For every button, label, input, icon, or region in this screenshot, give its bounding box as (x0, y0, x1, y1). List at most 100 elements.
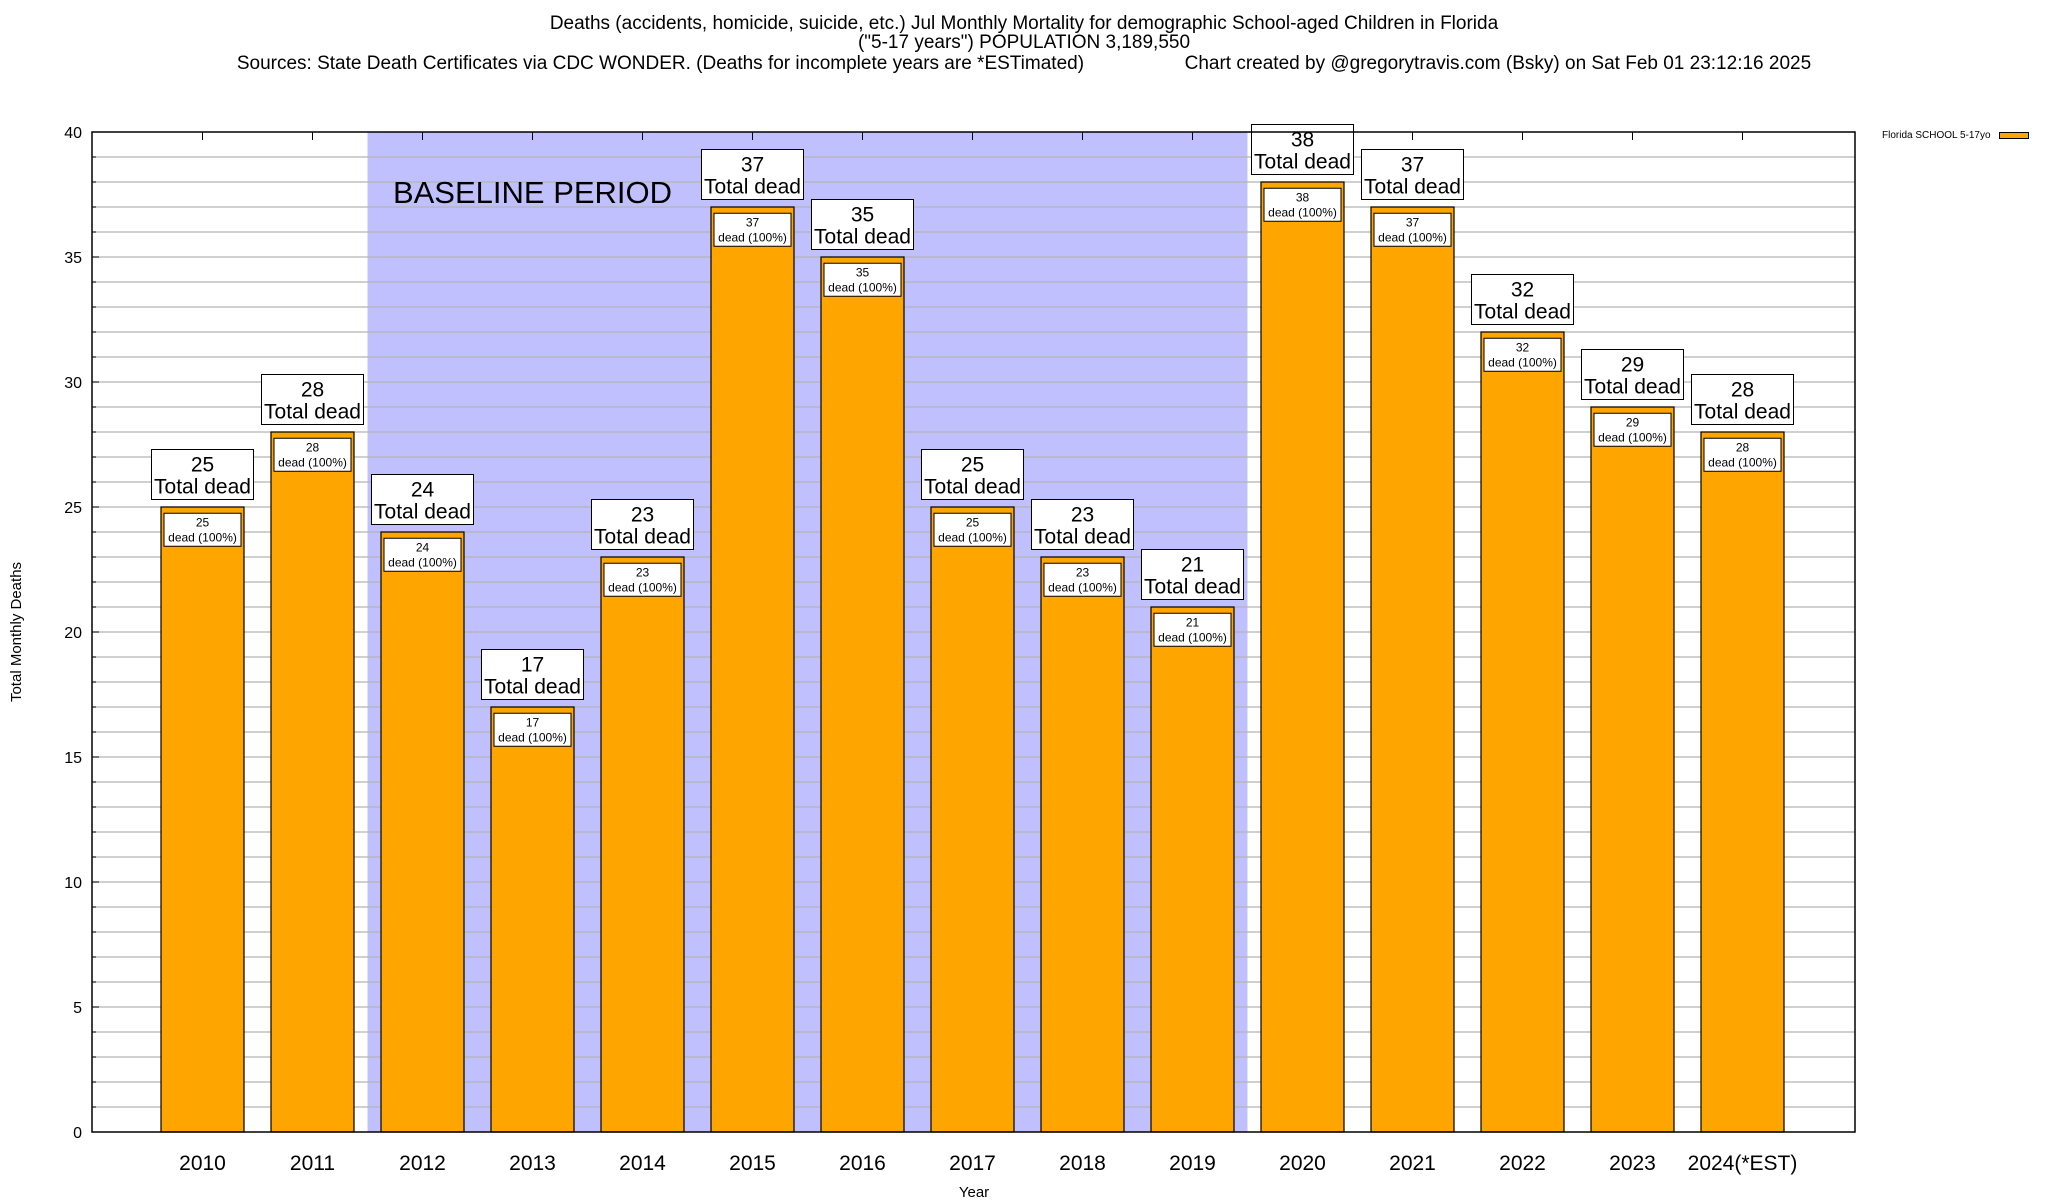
top-label-value: 25 (961, 454, 984, 477)
chart-subtitle: ("5-17 years") POPULATION 3,189,550 (857, 32, 1191, 53)
top-label-value: 37 (741, 154, 764, 177)
top-label-value: 21 (1181, 554, 1204, 577)
top-label-box (151, 449, 254, 500)
x-tick-label: 2023 (1609, 1152, 1656, 1175)
inner-label-value: 28 (306, 440, 320, 454)
top-label-text: Total dead (374, 501, 471, 524)
top-label-value: 29 (1621, 354, 1644, 377)
chart-sources-line: Sources: State Death Certificates via CD… (0, 53, 2048, 75)
inner-label-text: dead (100%) (1158, 630, 1227, 644)
top-label-value: 23 (631, 504, 654, 527)
top-label-value: 32 (1511, 279, 1534, 302)
inner-label-text: dead (100%) (1268, 205, 1337, 219)
top-label-value: 35 (851, 204, 874, 227)
top-label-value: 23 (1071, 504, 1094, 527)
inner-label-box (493, 712, 572, 747)
top-label-text: Total dead (1364, 176, 1461, 199)
inner-label-value: 37 (746, 215, 760, 229)
bar-2015 (710, 206, 795, 1133)
inner-label-value: 17 (526, 715, 540, 729)
top-label-text: Total dead (814, 226, 911, 249)
inner-label-box (603, 562, 682, 597)
top-label-text: Total dead (1254, 151, 1351, 174)
x-tick-label: 2019 (1169, 1152, 1216, 1175)
inner-label-box (1043, 562, 1122, 597)
x-tick-label: 2015 (729, 1152, 776, 1175)
inner-label-box (1373, 212, 1452, 247)
inner-label-text: dead (100%) (1378, 230, 1447, 244)
inner-label-box (933, 512, 1012, 547)
bar-2021 (1370, 206, 1455, 1133)
inner-label-box (163, 512, 242, 547)
top-label-box (1031, 499, 1134, 550)
inner-label-text: dead (100%) (388, 555, 457, 569)
top-label-box (701, 149, 804, 200)
top-label-text: Total dead (1694, 401, 1791, 424)
top-label-box (371, 474, 474, 525)
bar-2014 (600, 556, 685, 1133)
y-tick-label: 35 (64, 250, 82, 267)
inner-label-text: dead (100%) (168, 530, 237, 544)
top-label-value: 24 (411, 479, 435, 502)
top-label-value: 28 (301, 379, 324, 402)
inner-label-box (273, 437, 352, 472)
top-label-text: Total dead (1584, 376, 1681, 399)
inner-label-text: dead (100%) (1598, 430, 1667, 444)
x-tick-label: 2012 (399, 1152, 446, 1175)
inner-label-box (383, 537, 462, 572)
bar-2022 (1480, 331, 1565, 1133)
inner-label-value: 24 (416, 540, 430, 554)
inner-label-text: dead (100%) (498, 730, 567, 744)
y-tick-label: 20 (64, 625, 82, 642)
y-tick-label: 0 (73, 1125, 82, 1142)
inner-label-value: 21 (1186, 615, 1200, 629)
bar-2018 (1040, 556, 1125, 1133)
y-tick-label: 10 (64, 875, 82, 892)
sources-text: Sources: State Death Certificates via CD… (236, 53, 1085, 74)
x-tick-label: 2013 (509, 1152, 556, 1175)
top-label-box (481, 649, 584, 700)
x-tick-label: 2014 (619, 1152, 666, 1175)
x-tick-label: 2022 (1499, 1152, 1546, 1175)
top-label-box (811, 199, 914, 250)
top-label-value: 28 (1731, 379, 1754, 402)
top-label-text: Total dead (154, 476, 251, 499)
inner-label-box (1263, 187, 1342, 222)
x-tick-label: 2020 (1279, 1152, 1326, 1175)
bar-2012 (380, 531, 465, 1133)
bar-2024(*EST) (1700, 431, 1785, 1133)
x-tick-label: 2018 (1059, 1152, 1106, 1175)
top-label-text: Total dead (264, 401, 361, 424)
annotation-baseline-period: BASELINE PERIOD (393, 175, 672, 210)
y-tick-label: 40 (64, 125, 82, 142)
top-label-box (921, 449, 1024, 500)
x-tick-label: 2024(*EST) (1688, 1152, 1798, 1175)
inner-label-text: dead (100%) (1488, 355, 1557, 369)
top-label-value: 37 (1401, 154, 1424, 177)
x-tick-label: 2017 (949, 1152, 996, 1175)
inner-label-box (1703, 437, 1782, 472)
x-axis-label: Year (959, 1184, 989, 1200)
bar-2020 (1260, 181, 1345, 1133)
inner-label-box (1153, 612, 1232, 647)
top-label-box (1141, 549, 1244, 600)
inner-label-text: dead (100%) (278, 455, 347, 469)
inner-label-text: dead (100%) (608, 580, 677, 594)
top-label-text: Total dead (1034, 526, 1131, 549)
inner-label-value: 23 (1076, 565, 1090, 579)
inner-label-value: 23 (636, 565, 650, 579)
inner-label-box (823, 262, 902, 297)
x-tick-label: 2016 (839, 1152, 886, 1175)
inner-label-value: 37 (1406, 215, 1420, 229)
credit-text: Chart created by @gregorytravis.com (Bsk… (1184, 53, 1812, 74)
inner-label-text: dead (100%) (1048, 580, 1117, 594)
inner-label-value: 28 (1736, 440, 1750, 454)
top-label-text: Total dead (924, 476, 1021, 499)
y-axis-label: Total Monthly Deaths (8, 562, 25, 702)
top-label-text: Total dead (1144, 576, 1241, 599)
legend-label: Florida SCHOOL 5-17yo (1882, 130, 1991, 141)
inner-label-value: 25 (966, 515, 980, 529)
top-label-box (1361, 149, 1464, 200)
top-label-value: 17 (521, 654, 544, 677)
inner-label-text: dead (100%) (718, 230, 787, 244)
